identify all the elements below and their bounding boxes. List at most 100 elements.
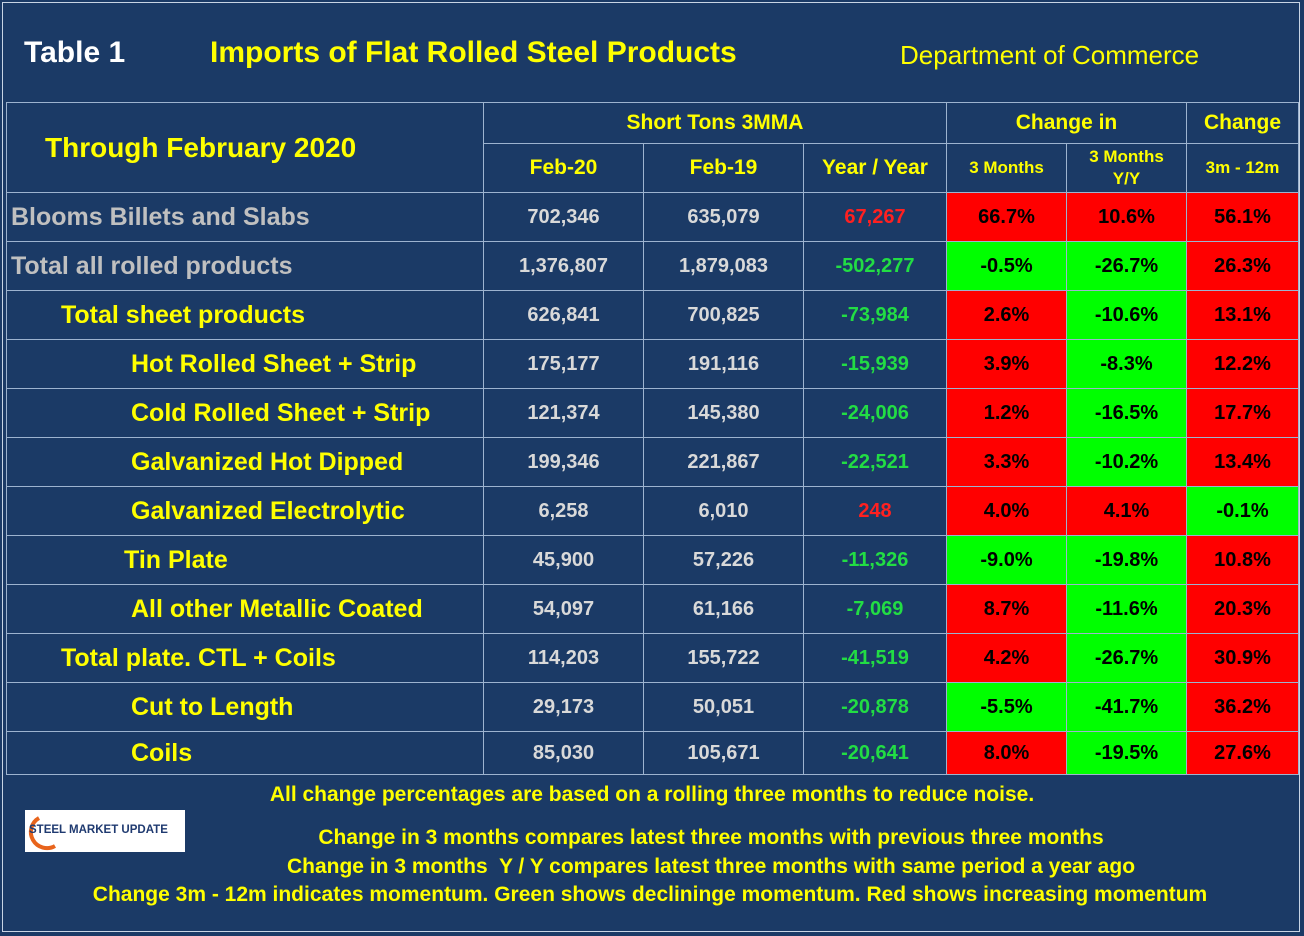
year-change-cell: -73,984 xyxy=(803,290,947,340)
percent-change-cell: 36.2% xyxy=(1186,682,1300,732)
percent-change-cell: -41.7% xyxy=(1065,682,1188,732)
percent-change-cell: 20.3% xyxy=(1186,584,1300,634)
percent-change-cell: 4.0% xyxy=(946,486,1067,536)
percent-change-cell: 3.9% xyxy=(946,339,1067,389)
table-label: Table 1 xyxy=(24,36,126,69)
source: Department of Commerce xyxy=(900,40,1200,70)
percent-change-cell: 13.1% xyxy=(1186,290,1300,340)
percent-change-cell: 12.2% xyxy=(1186,339,1300,389)
percent-change-cell: 1.2% xyxy=(946,388,1067,438)
row-label: Total all rolled products xyxy=(6,241,484,291)
row-label: Hot Rolled Sheet + Strip xyxy=(6,339,484,389)
tonnage-cell: 6,258 xyxy=(483,486,644,536)
percent-change-cell: -11.6% xyxy=(1065,584,1188,634)
note: Change in 3 months compares latest three… xyxy=(318,826,1104,849)
table-row: Coils 85,030 105,671 -20,641 8.0% -19.5% 27.6% xyxy=(6,731,1300,775)
table-row: Hot Rolled Sheet + Strip 175,177 191,116 -1… xyxy=(6,339,1300,389)
note: Change in 3 months Y / Y compares latest… xyxy=(286,855,1136,878)
year-change-cell: -11,326 xyxy=(803,535,947,585)
column-header: Year / Year xyxy=(803,143,947,193)
logo-text: STEEL MARKET UPDATE xyxy=(29,824,168,836)
column-header: 3m - 12m xyxy=(1186,143,1300,193)
table-row: Total sheet products 626,841 700,825 -73,98… xyxy=(6,290,1300,340)
tonnage-cell: 700,825 xyxy=(643,290,804,340)
tonnage-cell: 50,051 xyxy=(643,682,804,732)
tonnage-cell: 702,346 xyxy=(483,192,644,242)
year-change-cell: 248 xyxy=(803,486,947,536)
tonnage-cell: 626,841 xyxy=(483,290,644,340)
year-change-cell: -41,519 xyxy=(803,633,947,683)
percent-change-cell: -8.3% xyxy=(1065,339,1188,389)
percent-change-cell: -10.6% xyxy=(1065,290,1188,340)
row-label: Cold Rolled Sheet + Strip xyxy=(6,388,484,438)
percent-change-cell: -26.7% xyxy=(1065,241,1188,291)
year-change-cell: -20,641 xyxy=(803,731,947,775)
table-row: Blooms Billets and Slabs 702,346 635,079 67… xyxy=(6,192,1300,242)
group-header: Short Tons 3MMA xyxy=(483,102,947,144)
year-change-cell: -502,277 xyxy=(803,241,947,291)
percent-change-cell: 17.7% xyxy=(1186,388,1300,438)
row-label: Total plate. CTL + Coils xyxy=(6,633,484,683)
percent-change-cell: 26.3% xyxy=(1186,241,1300,291)
percent-change-cell: -16.5% xyxy=(1065,388,1188,438)
tonnage-cell: 114,203 xyxy=(483,633,644,683)
table-row: Tin Plate 45,900 57,226 -11,326 -9.0% -19.8% 1… xyxy=(6,535,1300,585)
percent-change-cell: 10.6% xyxy=(1065,192,1188,242)
tonnage-cell: 221,867 xyxy=(643,437,804,487)
row-label: Galvanized Hot Dipped xyxy=(6,437,484,487)
group-header: Change in xyxy=(945,102,1188,144)
percent-change-cell: 30.9% xyxy=(1186,633,1300,683)
year-change-cell: -7,069 xyxy=(803,584,947,634)
note: All change percentages are based on a ro… xyxy=(269,783,1035,806)
table-row: Cold Rolled Sheet + Strip 121,374 145,380-… xyxy=(6,388,1300,438)
percent-change-cell: -26.7% xyxy=(1065,633,1188,683)
year-change-cell: -15,939 xyxy=(803,339,947,389)
tonnage-cell: 57,226 xyxy=(643,535,804,585)
note: Change 3m - 12m indicates momentum. Gree… xyxy=(92,883,1208,906)
table-row: Galvanized Electrolytic 6,258 6,010 248 4.0%… xyxy=(6,486,1300,536)
year-change-cell: 67,267 xyxy=(803,192,947,242)
column-header: 3 Months Y/Y xyxy=(1065,143,1188,193)
percent-change-cell: 27.6% xyxy=(1186,731,1300,775)
logo-arc xyxy=(28,816,56,851)
tonnage-cell: 61,166 xyxy=(643,584,804,634)
logo: STEEL MARKET UPDATE xyxy=(25,810,185,852)
percent-change-cell: 4.1% xyxy=(1065,486,1188,536)
logo-mark xyxy=(28,816,56,851)
percent-change-cell: -0.5% xyxy=(946,241,1067,291)
tonnage-cell: 54,097 xyxy=(483,584,644,634)
percent-change-cell: -19.8% xyxy=(1065,535,1188,585)
column-header: Feb-19 xyxy=(643,143,804,193)
percent-change-cell: -0.1% xyxy=(1186,486,1300,536)
percent-change-cell: -10.2% xyxy=(1065,437,1188,487)
tonnage-cell: 635,079 xyxy=(643,192,804,242)
column-header: Feb-20 xyxy=(483,143,644,193)
table-row: Galvanized Hot Dipped 199,346 221,867 -22,5… xyxy=(6,437,1300,487)
tonnage-cell: 45,900 xyxy=(483,535,644,585)
column-header: 3 Months xyxy=(946,143,1067,193)
table-row: Total plate. CTL + Coils 114,203 155,722 -4… xyxy=(6,633,1300,683)
percent-change-cell: -19.5% xyxy=(1065,731,1188,775)
tonnage-cell: 29,173 xyxy=(483,682,644,732)
row-label: Tin Plate xyxy=(6,535,484,585)
percent-change-cell: 66.7% xyxy=(946,192,1067,242)
row-label: Blooms Billets and Slabs xyxy=(6,192,484,242)
percent-change-cell: 8.7% xyxy=(946,584,1067,634)
percent-change-cell: -9.0% xyxy=(946,535,1067,585)
percent-change-cell: 10.8% xyxy=(1186,535,1300,585)
table-row: Cut to Length 29,173 50,051 -20,878 -5.5% -41… xyxy=(6,682,1300,732)
year-change-cell: -20,878 xyxy=(803,682,947,732)
tonnage-cell: 199,346 xyxy=(483,437,644,487)
tonnage-cell: 105,671 xyxy=(643,731,804,775)
tonnage-cell: 1,879,083 xyxy=(643,241,804,291)
row-label: All other Metallic Coated xyxy=(6,584,484,634)
row-label: Galvanized Electrolytic xyxy=(6,486,484,536)
row-label: Cut to Length xyxy=(6,682,484,732)
table-row: All other Metallic Coated 54,097 61,166 -7,… xyxy=(6,584,1300,634)
group-header: Change xyxy=(1186,102,1300,144)
tonnage-cell: 175,177 xyxy=(483,339,644,389)
title: Imports of Flat Rolled Steel Products xyxy=(210,36,737,69)
percent-change-cell: -5.5% xyxy=(946,682,1067,732)
